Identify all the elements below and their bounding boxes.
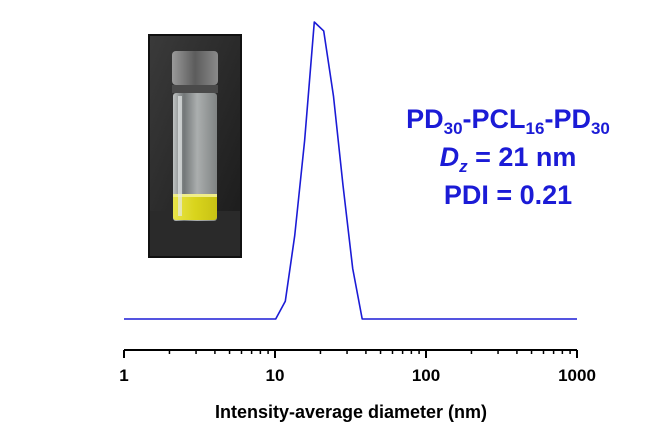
x-axis: 1 10 100 1000 [119, 349, 596, 385]
series-line-0 [124, 21, 577, 320]
x-tick-label: 1 [119, 366, 128, 385]
plot-layer [124, 21, 577, 320]
x-tick-label: 1000 [558, 366, 596, 385]
pdi-label: PDI = 0.21 [443, 180, 573, 210]
x-axis-title: Intensity-average diameter (nm) [215, 402, 487, 422]
x-tick-label: 100 [412, 366, 440, 385]
vial-photo [148, 34, 242, 258]
dz-label: Dz = 21 nm [439, 142, 577, 176]
vial-photo-icon [150, 36, 240, 256]
x-tick-label: 10 [266, 366, 285, 385]
polymer-label: PD30-PCL16-PD30 [406, 104, 610, 138]
